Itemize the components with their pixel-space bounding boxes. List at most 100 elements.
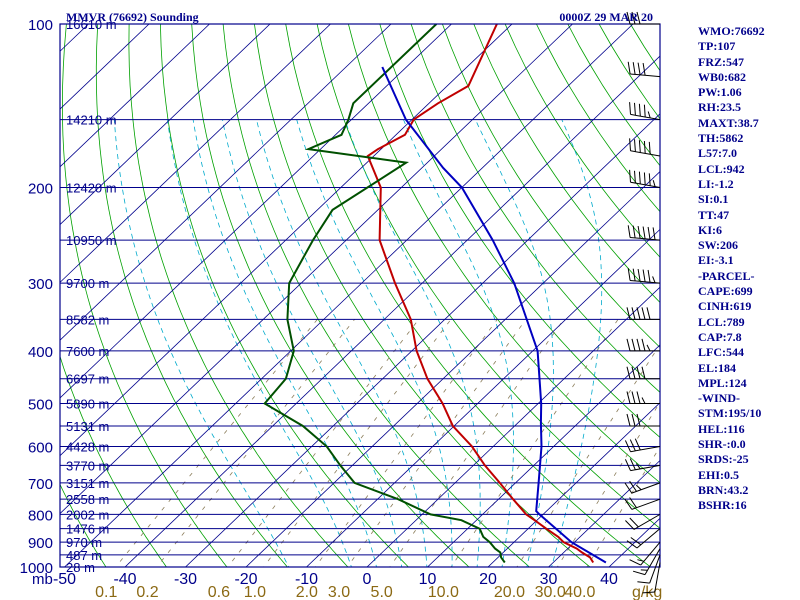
pressure-label: 800 bbox=[28, 507, 53, 524]
dry-adiabat bbox=[0, 24, 52, 579]
height-label: 10950 m bbox=[66, 233, 117, 248]
moist-adiabat bbox=[222, 119, 403, 567]
height-label: 14210 m bbox=[66, 113, 117, 128]
frame-border bbox=[59, 23, 661, 568]
index-item: -PARCEL- bbox=[698, 268, 755, 283]
barb-feather bbox=[629, 138, 631, 151]
wind-barb bbox=[626, 307, 661, 320]
isotherm bbox=[60, 24, 392, 341]
index-item: EL:184 bbox=[698, 360, 737, 375]
height-label: 3151 m bbox=[66, 476, 109, 491]
barb-feather bbox=[636, 391, 641, 404]
height-label: 1476 m bbox=[66, 522, 109, 537]
barb-feather bbox=[629, 169, 631, 183]
barb-feather bbox=[630, 537, 642, 546]
index-item: PW:1.06 bbox=[698, 85, 742, 100]
barb-feather bbox=[629, 439, 636, 452]
barb-feather bbox=[642, 269, 646, 282]
temperature-tick-label: -30 bbox=[174, 571, 197, 588]
temperature-tick-label: -10 bbox=[295, 571, 318, 588]
barb-feather bbox=[632, 225, 636, 238]
barb-feather bbox=[624, 440, 631, 452]
wind-barb bbox=[626, 413, 661, 427]
barb-feather bbox=[631, 338, 636, 352]
isotherm bbox=[60, 24, 331, 283]
index-item: BSHR:16 bbox=[698, 498, 747, 513]
wind-barb bbox=[625, 513, 661, 530]
pressure-label: 500 bbox=[28, 397, 53, 414]
dry-adiabat bbox=[316, 24, 660, 529]
pressure-label: 300 bbox=[28, 276, 53, 293]
isotherm bbox=[366, 286, 660, 567]
mixing-ratio-label: 0.6 bbox=[208, 584, 230, 600]
barb-feather bbox=[643, 140, 646, 154]
barb-feather bbox=[648, 173, 651, 186]
wind-barb bbox=[624, 438, 661, 453]
height-label: 2558 m bbox=[66, 492, 109, 507]
isotherm bbox=[64, 24, 634, 567]
barb-feather bbox=[634, 102, 636, 116]
mixing-ratio-line bbox=[314, 319, 498, 567]
index-item: WMO:76692 bbox=[698, 24, 765, 38]
barb-feather bbox=[629, 517, 639, 528]
barb-feather bbox=[636, 366, 641, 379]
barb-feather bbox=[641, 307, 646, 320]
barb-feather bbox=[641, 338, 646, 352]
mixing-ratio-label: 30.0 bbox=[535, 584, 566, 600]
index-item: -WIND- bbox=[698, 391, 740, 406]
isotherm bbox=[548, 459, 660, 567]
pressure-label: 400 bbox=[28, 344, 53, 361]
temperature-tick-label: -50 bbox=[53, 571, 76, 588]
barb-shaft bbox=[654, 562, 661, 593]
dry-adiabat bbox=[504, 24, 660, 258]
index-item: RH:23.5 bbox=[698, 100, 741, 115]
barb-feather bbox=[652, 227, 656, 240]
barb-feather bbox=[629, 497, 637, 508]
mixing-ratio-label: 10.0 bbox=[428, 584, 459, 600]
isotherm bbox=[124, 55, 660, 567]
pressure-label: 600 bbox=[28, 440, 53, 457]
index-item: FRZ:547 bbox=[698, 54, 744, 69]
isotherm bbox=[60, 24, 452, 399]
index-item: SI:0.1 bbox=[698, 192, 729, 207]
dry-adiabat bbox=[222, 24, 531, 567]
pressure-label: 700 bbox=[28, 476, 53, 493]
temperature-tick-label: 20 bbox=[479, 571, 497, 588]
barb-feather bbox=[626, 307, 631, 320]
barb-feather bbox=[638, 171, 641, 185]
barb-feather bbox=[635, 484, 642, 491]
wind-barb bbox=[626, 11, 660, 25]
wind-barb bbox=[627, 225, 661, 241]
barb-feather bbox=[637, 581, 650, 584]
barb-feather bbox=[636, 11, 641, 25]
index-item: STM:195/10 bbox=[698, 406, 762, 421]
wind-barb bbox=[627, 268, 661, 284]
barb-feather bbox=[631, 413, 636, 427]
barb-feather bbox=[629, 102, 631, 115]
barb-feather bbox=[637, 62, 641, 75]
wind-barb bbox=[629, 541, 661, 566]
barb-feather bbox=[626, 338, 631, 352]
height-label: 4428 m bbox=[66, 440, 109, 455]
isotherm bbox=[245, 171, 660, 567]
dry-adiabat bbox=[254, 24, 591, 567]
dry-adiabat bbox=[160, 24, 409, 567]
index-item: BRN:43.2 bbox=[698, 482, 749, 497]
barb-feather bbox=[637, 269, 641, 282]
barb-feather bbox=[629, 480, 637, 492]
wind-barb bbox=[626, 528, 661, 549]
parcel-line bbox=[381, 66, 607, 564]
wind-barb bbox=[627, 61, 661, 78]
barb-shaft bbox=[633, 513, 661, 530]
mixing-ratio-label: 40.0 bbox=[564, 584, 595, 600]
barb-feather bbox=[632, 268, 636, 281]
barb-feather bbox=[647, 111, 651, 119]
height-label: 5890 m bbox=[66, 397, 109, 412]
mixing-ratio-label: 5.0 bbox=[371, 584, 393, 600]
pressure-label: 900 bbox=[28, 535, 53, 552]
height-label: 487 m bbox=[66, 548, 102, 563]
temperature-tick-label: 10 bbox=[419, 571, 437, 588]
height-label: 9700 m bbox=[66, 276, 109, 291]
pressure-label: 200 bbox=[28, 180, 53, 197]
